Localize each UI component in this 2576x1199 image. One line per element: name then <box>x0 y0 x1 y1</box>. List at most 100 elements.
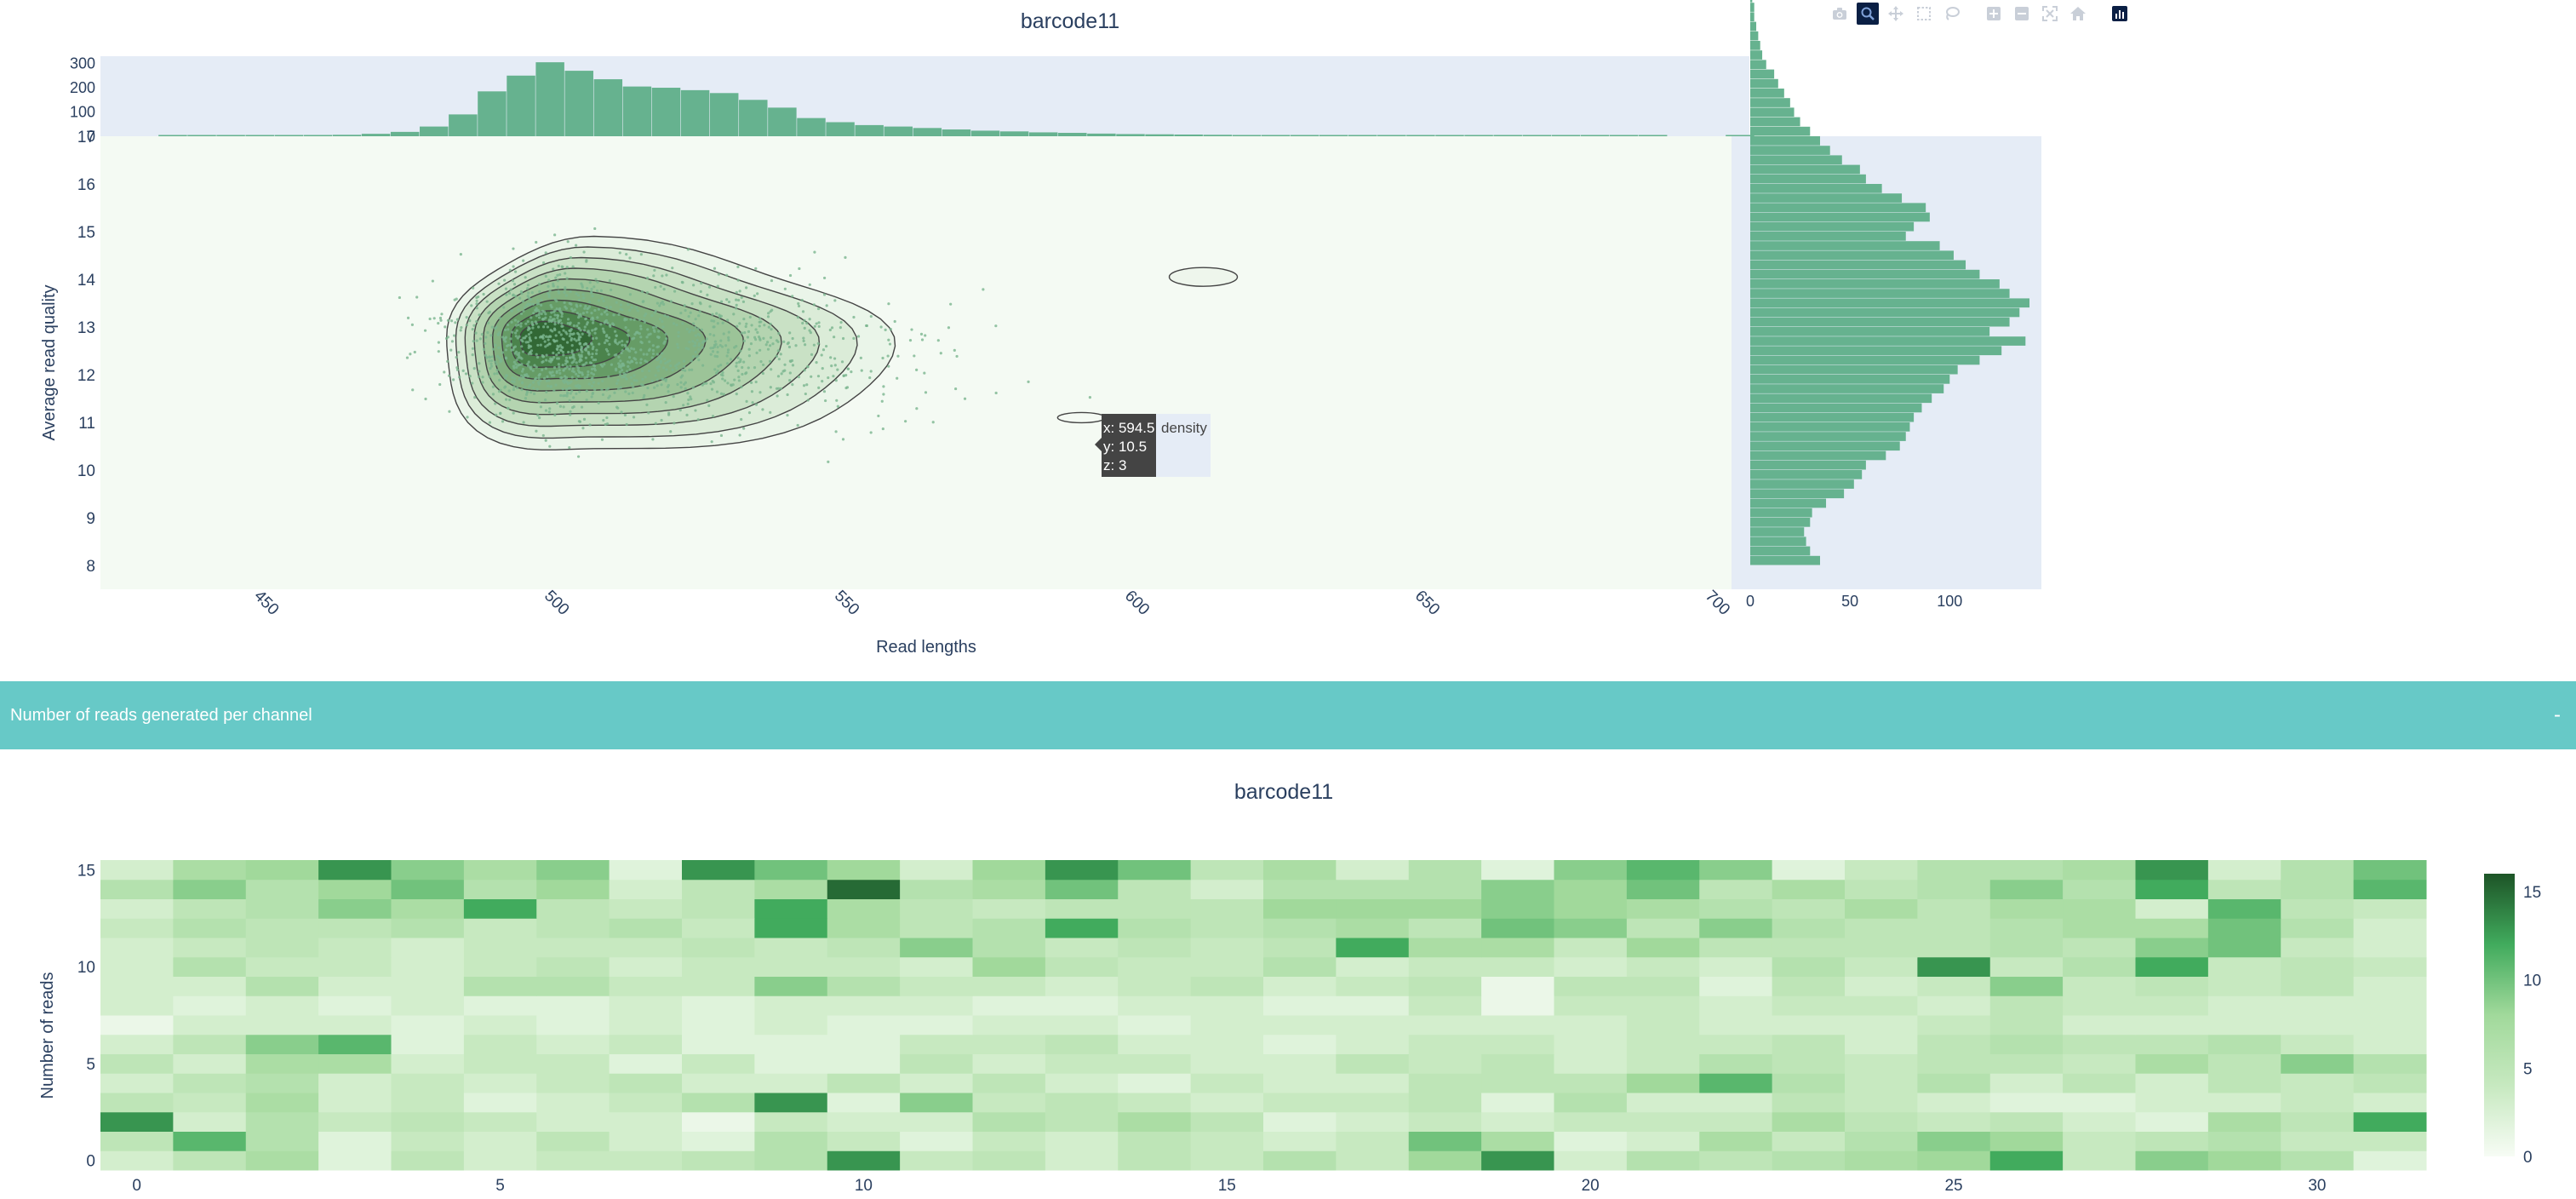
scatter-point <box>639 324 643 328</box>
scatter-point <box>573 337 576 341</box>
scatter-point <box>856 335 861 338</box>
heatmap-cell <box>1481 918 1554 938</box>
heatmap-cell <box>318 1150 392 1171</box>
scatter-point <box>599 323 603 326</box>
top-histogram-bar <box>680 89 710 136</box>
heatmap-cell <box>463 938 537 958</box>
density-contour <box>519 320 593 357</box>
scatter-point <box>719 339 723 342</box>
scatter-point <box>541 261 546 265</box>
heatmap-cell <box>318 1131 392 1151</box>
zoom-out-icon[interactable] <box>2011 3 2033 25</box>
heatmap-cell <box>2207 1131 2281 1151</box>
pan-icon[interactable] <box>1885 3 1907 25</box>
box-select-icon[interactable] <box>1913 3 1935 25</box>
scatter-point <box>709 353 713 356</box>
scatter-point <box>507 328 510 331</box>
heatmap-cell <box>1772 995 1846 1016</box>
heatmap-cell <box>1408 1053 1482 1074</box>
scatter-point <box>444 325 447 329</box>
scatter-point <box>583 325 587 329</box>
scatter-point <box>579 329 582 332</box>
scatter-point <box>581 293 585 296</box>
scatter-point <box>617 387 621 391</box>
section-header[interactable]: Number of reads generated per channel - <box>0 681 2576 749</box>
heatmap-cell <box>463 1015 537 1036</box>
heatmap-cell <box>1190 938 1264 958</box>
scatter-point <box>739 349 742 353</box>
heatmap-cell <box>2063 976 2136 996</box>
heatmap-cell <box>827 1073 901 1093</box>
scatter-point <box>485 356 489 359</box>
scatter-point <box>705 337 708 341</box>
scatter-point <box>564 362 568 365</box>
scatter-point <box>555 370 558 373</box>
scatter-point <box>553 313 557 317</box>
camera-icon[interactable] <box>1829 3 1851 25</box>
plotly-logo-icon[interactable] <box>2109 3 2131 25</box>
zoom-icon[interactable] <box>1857 3 1879 25</box>
heatmap-cell <box>972 860 1046 881</box>
right-histogram-bar <box>1750 470 1863 479</box>
scatter-point <box>803 326 806 330</box>
scatter-point <box>512 346 516 349</box>
scatter-point <box>725 273 729 277</box>
scatter-point <box>836 404 839 408</box>
scatter-point <box>743 331 747 335</box>
scatter-point <box>455 366 459 370</box>
heatmap-cell <box>1481 1093 1554 1113</box>
heatmap-cell <box>1045 898 1119 919</box>
scatter-point <box>627 356 632 359</box>
autoscale-icon[interactable] <box>2039 3 2061 25</box>
lasso-select-icon[interactable] <box>1941 3 1963 25</box>
heatmap-cell <box>2207 860 2281 881</box>
scatter-point <box>691 340 695 343</box>
scatter-point <box>720 345 724 348</box>
heatmap-cell <box>1263 918 1337 938</box>
scatter-point <box>660 383 663 387</box>
heatmap-cell <box>1554 1073 1628 1093</box>
heatmap-cell <box>754 995 828 1016</box>
scatter-point <box>701 383 704 387</box>
scatter-point <box>474 331 478 335</box>
heatmap-cell <box>2135 938 2209 958</box>
top-histogram-bar <box>593 79 623 136</box>
collapse-button[interactable]: - <box>2554 703 2561 726</box>
heatmap-cell <box>536 1093 610 1113</box>
scatter-point <box>625 252 628 256</box>
heatmap-cell <box>536 1111 610 1132</box>
scatter-point <box>505 344 509 347</box>
scatter-point <box>518 353 521 358</box>
right-histogram-bar <box>1750 384 1944 393</box>
heatmap-cell <box>1989 879 2064 899</box>
right-histogram-bar <box>1750 375 1950 384</box>
heatmap-cell <box>2207 879 2281 899</box>
heatmap-cell <box>463 898 537 919</box>
heatmap-cell <box>2063 898 2136 919</box>
heatmap-cell <box>1845 1073 1918 1093</box>
heatmap-cell <box>1772 956 1846 977</box>
heatmap-cell <box>972 956 1046 977</box>
heatmap-cell <box>1408 918 1482 938</box>
heatmap-cell <box>1772 860 1846 881</box>
heatmap-cell <box>245 1093 319 1113</box>
scatter-point <box>581 371 584 375</box>
scatter-point <box>513 377 517 381</box>
scatter-point <box>639 340 643 344</box>
reset-axes-icon[interactable] <box>2067 3 2089 25</box>
top-histogram-bar <box>622 86 652 136</box>
right-histogram-x-ticks: 0 50 100 <box>1746 593 1962 610</box>
scatter-point <box>994 391 998 395</box>
scatter-point <box>697 314 701 318</box>
scatter-point <box>511 279 515 283</box>
zoom-in-icon[interactable] <box>1983 3 2005 25</box>
scatter-point <box>572 396 575 399</box>
heatmap-cell <box>1263 995 1337 1016</box>
heatmap-cell <box>318 918 392 938</box>
scatter-point <box>621 369 624 372</box>
top-histogram-tick-label: 300 <box>70 55 95 72</box>
scatter-point <box>884 328 887 331</box>
scatter-point <box>529 303 532 307</box>
